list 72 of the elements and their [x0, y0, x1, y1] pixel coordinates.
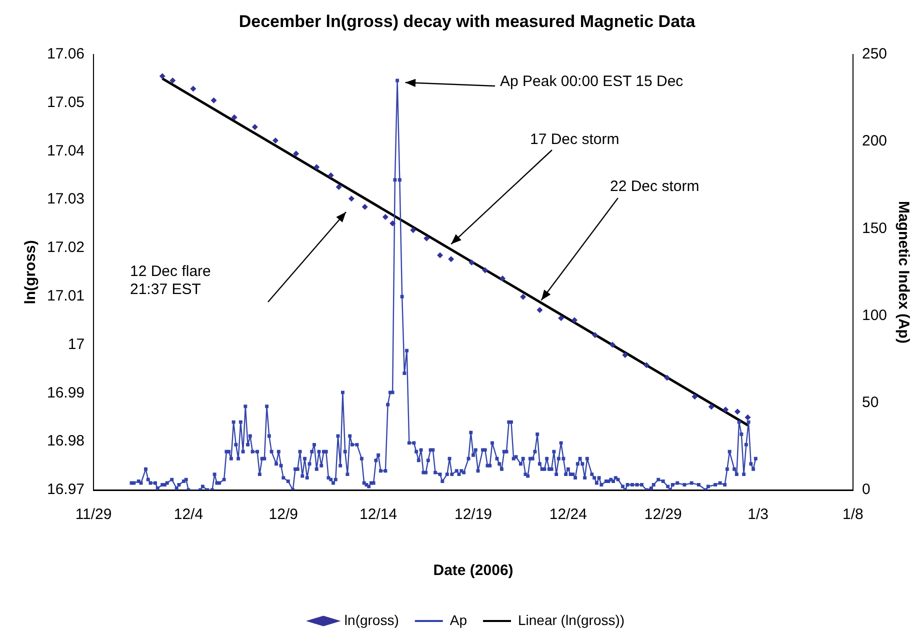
point	[362, 204, 368, 210]
point	[170, 78, 176, 84]
point	[314, 164, 320, 170]
point	[664, 374, 670, 381]
point	[520, 294, 526, 300]
point	[708, 404, 714, 410]
y2-tick-label: 250	[862, 46, 888, 63]
y-tick-label: 16.97	[46, 481, 85, 498]
x-tick-label: 12/14	[360, 506, 398, 524]
y-tick-label: 17.04	[46, 142, 85, 160]
legend-label: ln(gross)	[344, 612, 399, 628]
y-tick-label: 17.03	[46, 190, 85, 208]
annotation: 12 Dec flare 21:37 EST	[130, 263, 211, 298]
point	[536, 306, 543, 313]
annotation: 22 Dec storm	[610, 178, 700, 196]
y-tick-label: 17.02	[46, 239, 85, 256]
x-axis-title: Date (2006)	[433, 562, 514, 580]
y2-tick-label: 200	[862, 132, 888, 150]
point	[692, 394, 698, 400]
x-tick-label: 1/8	[842, 506, 864, 524]
y2-tick-label: 50	[862, 394, 879, 412]
x-tick-label: 12/24	[549, 506, 587, 524]
point	[336, 184, 342, 190]
y-tick-label: 17.06	[46, 46, 85, 63]
y-tick-label: 17	[68, 336, 85, 353]
point	[437, 252, 444, 258]
point	[468, 260, 475, 266]
point	[644, 362, 650, 368]
point	[744, 414, 751, 420]
point	[210, 97, 217, 104]
x-tick-label: 12/4	[174, 506, 204, 524]
point	[424, 235, 430, 242]
x-tick-label: 12/9	[268, 506, 298, 524]
y2-tick-label: 100	[862, 306, 888, 324]
y2-tick-label: 0	[862, 481, 870, 498]
chart-title: December ln(gross) decay with measured Magnetic Data	[238, 12, 696, 31]
y-tick-label: 16.99	[46, 384, 85, 402]
point	[572, 317, 578, 324]
y2-tick-label: 150	[862, 220, 888, 237]
point	[622, 352, 628, 358]
point	[482, 267, 488, 274]
point	[382, 214, 388, 220]
point	[348, 196, 354, 202]
annotation: 17 Dec storm	[530, 131, 620, 148]
x-tick-label: 11/29	[75, 506, 112, 524]
y2-axis-title: Magnetic Index (Ap)	[894, 200, 912, 344]
y-tick-label: 16.98	[46, 432, 85, 450]
point	[328, 172, 334, 178]
legend-label: Ap	[450, 612, 468, 628]
x-tick-label: 12/29	[644, 506, 682, 524]
point	[609, 342, 616, 348]
y-tick-label: 17.05	[46, 94, 85, 111]
point	[231, 114, 238, 120]
x-tick-label: 12/19	[454, 506, 492, 524]
y-tick-label: 17.01	[46, 288, 85, 305]
point	[722, 406, 729, 413]
point	[293, 150, 300, 157]
point	[252, 124, 258, 130]
point	[448, 256, 454, 262]
point	[390, 220, 396, 226]
legend-label: Linear (ln(gross))	[518, 612, 625, 628]
y-axis-title: ln(gross)	[22, 240, 40, 304]
point	[190, 86, 196, 92]
point	[272, 138, 278, 144]
point	[159, 73, 166, 80]
annotation: Ap Peak 00:00 EST 15 Dec	[500, 73, 684, 90]
point	[500, 275, 506, 282]
point	[734, 408, 740, 415]
point	[410, 227, 416, 234]
point	[558, 315, 564, 322]
point	[592, 332, 598, 338]
x-tick-label: 1/3	[748, 506, 768, 524]
